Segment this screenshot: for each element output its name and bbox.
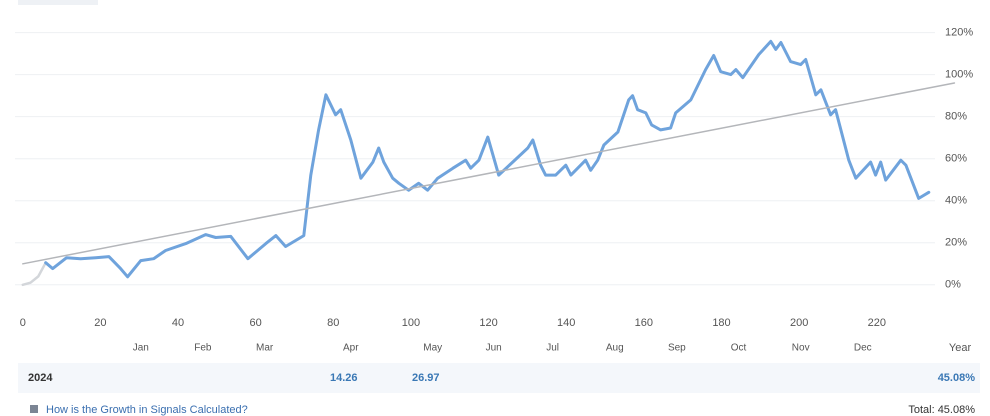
x-tick-label: 200 xyxy=(790,317,808,329)
y-tick-label: 80% xyxy=(945,111,967,123)
y-tick-label: 120% xyxy=(945,27,973,39)
series-line xyxy=(22,82,956,265)
x-tick-label: 180 xyxy=(712,317,730,329)
x-tick-label: 220 xyxy=(868,317,886,329)
y-tick-label: 20% xyxy=(945,237,967,249)
x-tick-label: 140 xyxy=(557,317,575,329)
info-icon xyxy=(30,405,38,413)
month-label: Jun xyxy=(486,343,502,354)
table-cell: 2024 xyxy=(28,372,53,384)
table-cell: 26.97 xyxy=(412,372,440,384)
x-axis-label: Year xyxy=(949,342,972,354)
series-line xyxy=(44,39,931,279)
month-label: Sep xyxy=(668,343,686,354)
total-label: Total: 45.08% xyxy=(908,404,975,416)
x-tick-label: 40 xyxy=(172,317,184,329)
month-label: Mar xyxy=(256,343,274,354)
x-tick-label: 20 xyxy=(94,317,106,329)
month-label: Jul xyxy=(546,343,559,354)
month-label: May xyxy=(423,343,442,354)
table-cell: 14.26 xyxy=(330,372,358,384)
x-tick-label: 100 xyxy=(402,317,420,329)
series-line xyxy=(21,261,47,287)
plot: 0% 20% 40% 60% 80% 100% 120% 0 20 40 60 80 100 120 140… xyxy=(15,27,973,354)
month-label: Jan xyxy=(133,343,149,354)
month-label: Feb xyxy=(194,343,212,354)
x-tick-label: 120 xyxy=(479,317,497,329)
month-label: Apr xyxy=(343,343,359,354)
tab-stub xyxy=(18,0,98,5)
month-label: Dec xyxy=(854,343,872,354)
help-link[interactable]: How is the Growth in Signals Calculated? xyxy=(46,404,248,416)
x-tick-label: 0 xyxy=(20,317,26,329)
y-tick-label: 40% xyxy=(945,195,967,207)
month-label: Aug xyxy=(606,343,624,354)
y-tick-label: 100% xyxy=(945,69,973,81)
month-label: Nov xyxy=(792,343,810,354)
x-tick-label: 80 xyxy=(327,317,339,329)
month-label: Oct xyxy=(731,343,747,354)
x-tick-label: 160 xyxy=(635,317,653,329)
table-row xyxy=(18,363,980,393)
y-tick-label: 60% xyxy=(945,153,967,165)
x-tick-label: 60 xyxy=(250,317,262,329)
y-tick-label: 0% xyxy=(945,279,961,291)
table-cell: 45.08% xyxy=(938,372,976,384)
